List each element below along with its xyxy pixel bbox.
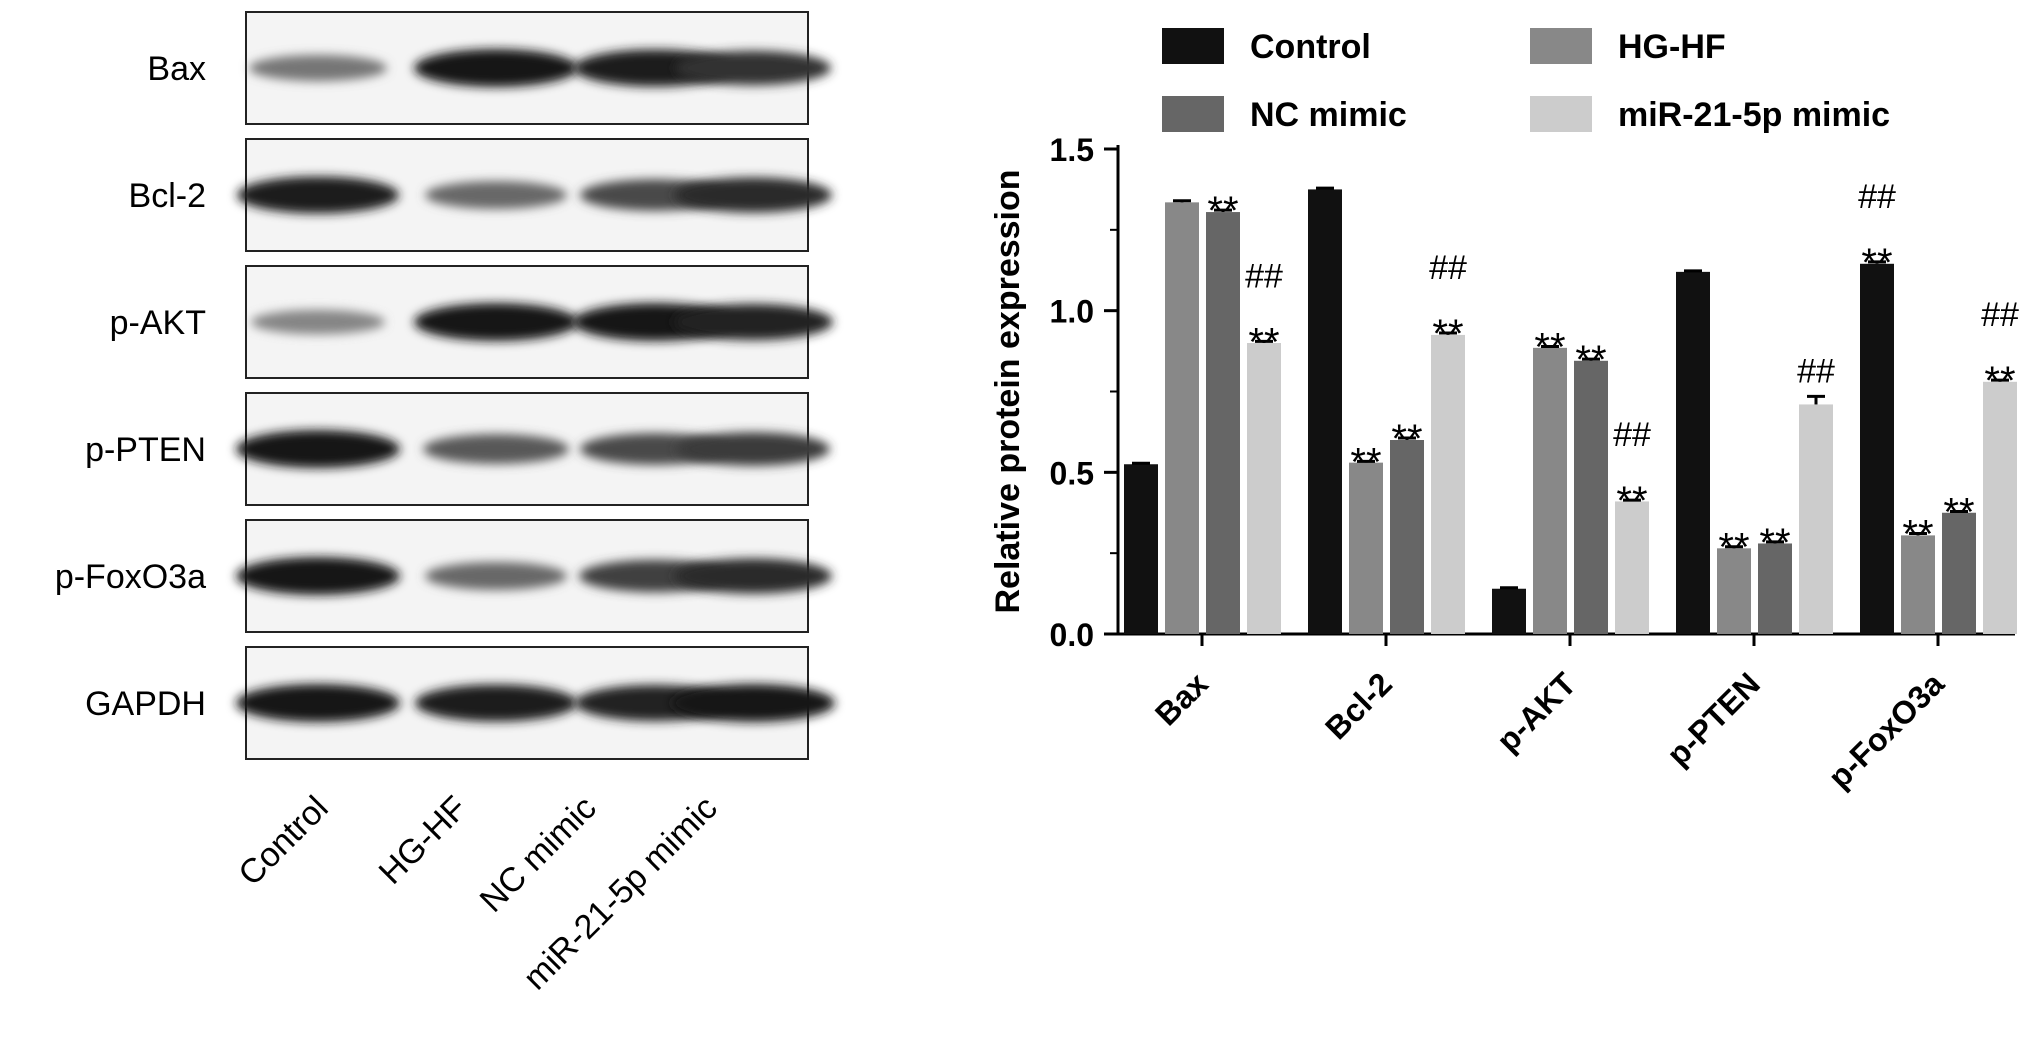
x-tick-label: p-AKT (1490, 665, 1584, 759)
blot-band (674, 177, 832, 213)
legend-label: miR-21-5p mimic (1618, 96, 1890, 134)
x-tick-labels: Bax Bcl-2 p-AKT p-PTEN p-FoxO3a (1148, 634, 1951, 795)
x-tick-label: p-FoxO3a (1821, 665, 1951, 795)
blot-row-bcl-2: Bcl-2 (129, 138, 832, 252)
bar-bax-nc-mimic (1206, 212, 1240, 635)
western-blot-panel: Bax Bcl-2 p-AKT p-PTEN p-FoxO3a GAPDH Control H… (55, 11, 835, 998)
blot-band (425, 561, 567, 591)
bar-bcl-2-nc-mimic (1390, 440, 1424, 634)
blot-band (673, 303, 833, 341)
blot-band (236, 430, 400, 468)
annotation-hash: ## (1613, 416, 1651, 454)
y-tick-label: 1.0 (1050, 294, 1094, 330)
blot-band (674, 558, 832, 594)
annotation-hash: ## (1429, 249, 1467, 287)
blot-row-label: Bcl-2 (129, 177, 206, 215)
legend-swatch-mir-21-5p-mimic (1530, 96, 1592, 132)
annotation-asterisks: ** (1575, 338, 1606, 382)
x-tick-label: p-PTEN (1660, 665, 1767, 772)
blot-band (425, 180, 567, 210)
legend: Control HG-HF NC mimic miR-21-5p mimic (1162, 28, 1890, 134)
annotation-asterisks: ** (1350, 440, 1381, 484)
annotation-hash: ## (1858, 178, 1896, 216)
bar-p-pten-hg-hf (1717, 548, 1751, 634)
bar-p-foxo3a-hg-hf (1901, 535, 1935, 634)
bar-p-akt-hg-hf (1533, 347, 1567, 634)
annotation-hash: ## (1981, 296, 2019, 334)
blot-band (251, 309, 385, 335)
annotation-asterisks: ** (1902, 512, 1933, 556)
bar-p-pten-control (1676, 271, 1710, 634)
legend-swatch-hg-hf (1530, 28, 1592, 64)
legend-label: Control (1250, 28, 1371, 66)
blot-row-label: GAPDH (85, 685, 206, 723)
annotation-asterisks: ** (1432, 312, 1463, 356)
blot-row-label: p-AKT (110, 304, 206, 342)
annotation-asterisks: ** (1391, 417, 1422, 461)
bar-p-pten-nc-mimic (1758, 543, 1792, 634)
bar-p-akt-mir-21-5p-mimic (1615, 501, 1649, 634)
blot-row-p-pten: p-PTEN (85, 392, 830, 506)
annotation-hash: ## (1245, 257, 1283, 295)
x-tick-label: Bax (1148, 665, 1215, 732)
blot-row-p-akt: p-AKT (110, 265, 833, 379)
annotation-asterisks: ** (1534, 326, 1565, 370)
blot-band (236, 557, 400, 595)
blot-lane-label: HG-HF (372, 789, 475, 892)
annotation-asterisks: ** (1718, 526, 1749, 570)
x-tick-label: Bcl-2 (1318, 665, 1399, 746)
bar-bax-hg-hf (1165, 202, 1199, 634)
legend-label: NC mimic (1250, 96, 1407, 134)
blot-band (249, 54, 387, 82)
annotation-asterisks: ** (1861, 241, 1892, 285)
blot-band (415, 684, 577, 722)
significance-annotations: ****##******##** ****##** **##** ****##**## (1207, 178, 2019, 570)
annotation-asterisks: ** (1943, 490, 1974, 534)
legend-label: HG-HF (1618, 28, 1726, 66)
blot-row-label: p-FoxO3a (55, 558, 206, 596)
bar-bax-mir-21-5p-mimic (1247, 343, 1281, 634)
y-tick-label: 0.5 (1050, 455, 1094, 491)
y-axis-title: Relative protein expression (989, 169, 1027, 613)
annotation-asterisks: ** (1616, 479, 1647, 523)
annotation-asterisks: ** (1759, 521, 1790, 565)
legend-swatch-control (1162, 28, 1224, 64)
blot-lane-label: Control (231, 789, 335, 893)
blot-band (236, 684, 400, 722)
blot-row-gapdh: GAPDH (85, 646, 835, 760)
bar-bcl-2-hg-hf (1349, 462, 1383, 634)
blot-band (675, 50, 831, 86)
blot-band (671, 684, 835, 722)
bar-p-akt-nc-mimic (1574, 360, 1608, 634)
legend-swatch-nc-mimic (1162, 96, 1224, 132)
blot-row-bax: Bax (147, 11, 831, 125)
y-tick-label: 0.0 (1050, 617, 1094, 653)
blot-band (414, 303, 578, 341)
bar-bcl-2-mir-21-5p-mimic (1431, 334, 1465, 634)
annotation-asterisks: ** (1984, 359, 2015, 403)
blot-band (414, 49, 578, 87)
blot-band (676, 432, 830, 466)
bar-p-akt-control (1492, 588, 1526, 634)
bar-p-foxo3a-nc-mimic (1942, 512, 1976, 634)
y-tick-label: 1.5 (1050, 132, 1094, 168)
blot-band (237, 176, 399, 214)
bar-p-pten-mir-21-5p-mimic (1799, 404, 1833, 634)
blot-band (423, 434, 569, 464)
annotation-hash: ## (1797, 352, 1835, 390)
blot-row-label: p-PTEN (85, 431, 206, 469)
bar-chart: 0.0 0.5 1.0 1.5 Relative protein expression *… (989, 28, 2019, 795)
blot-row-p-foxo3a: p-FoxO3a (55, 519, 832, 633)
bar-bcl-2-control (1308, 189, 1342, 634)
bar-p-foxo3a-mir-21-5p-mimic (1983, 381, 2017, 634)
blot-lane-label: NC mimic (473, 789, 604, 920)
annotation-asterisks: ** (1207, 189, 1238, 233)
blot-row-label: Bax (147, 50, 206, 88)
bars (1124, 186, 2017, 635)
bar-bax-control (1124, 464, 1158, 634)
bar-p-foxo3a-control (1860, 263, 1894, 634)
annotation-asterisks: ** (1248, 320, 1279, 364)
